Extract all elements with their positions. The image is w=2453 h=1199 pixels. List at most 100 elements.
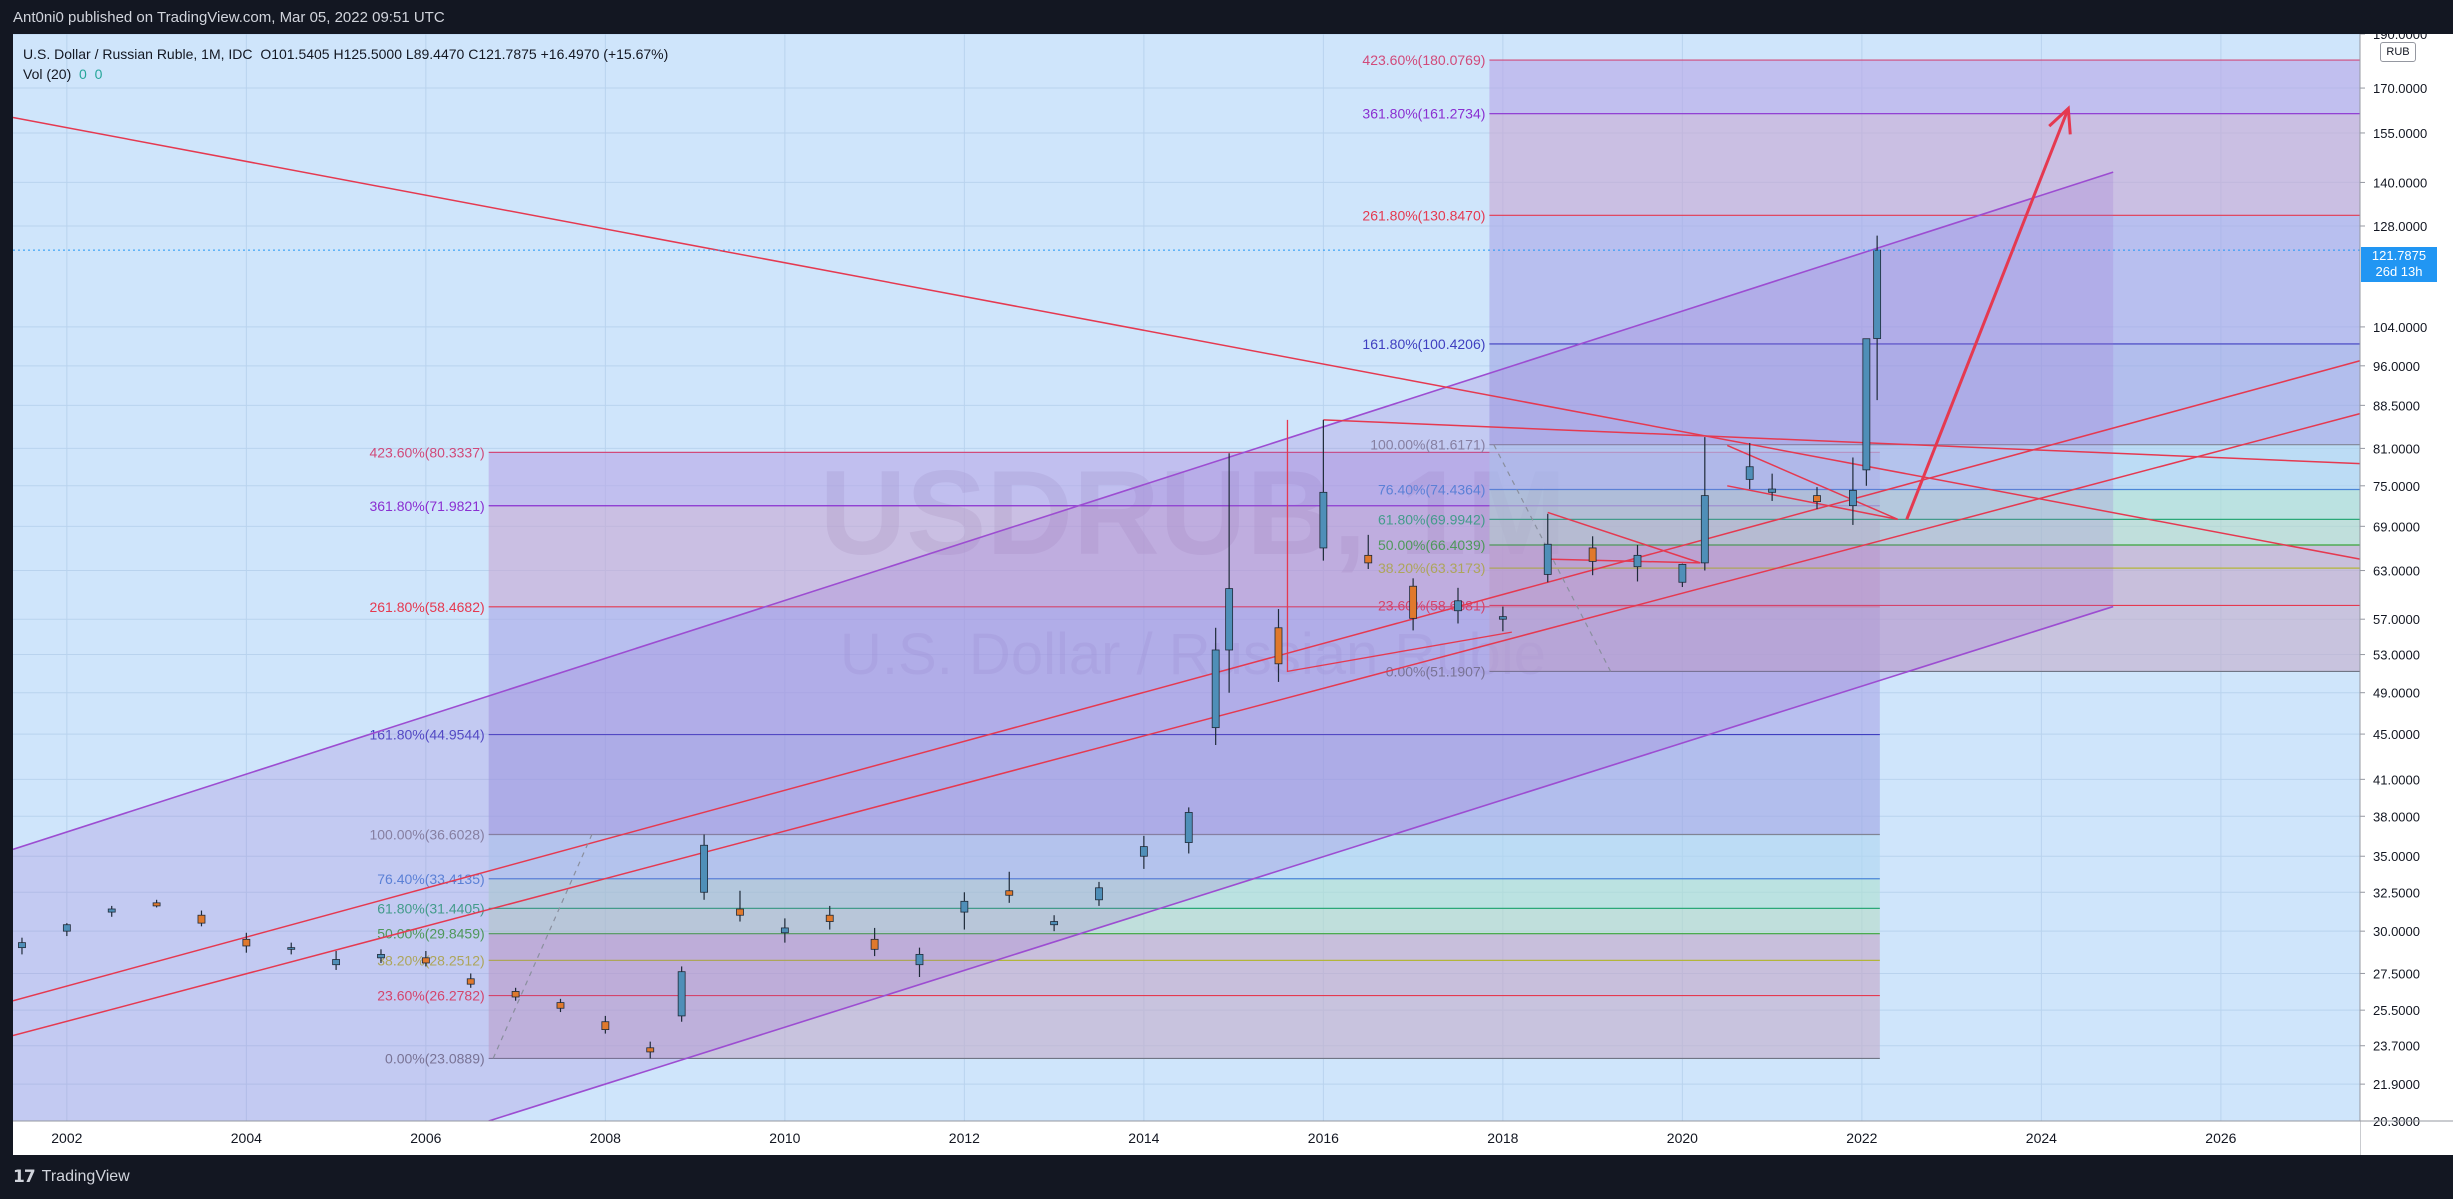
- candle-body[interactable]: [377, 953, 385, 959]
- candle-body[interactable]: [677, 971, 686, 1017]
- candle-body[interactable]: [1184, 812, 1193, 843]
- time-tick-label: 2026: [2205, 1130, 2236, 1146]
- candle-body[interactable]: [1498, 616, 1507, 620]
- candle-body[interactable]: [1005, 890, 1014, 896]
- candle-body[interactable]: [1139, 846, 1148, 857]
- fib-2-level-label: 100.00%(81.6171): [1370, 437, 1485, 453]
- time-tick-label: 2002: [51, 1130, 82, 1146]
- price-tick-label: 21.9000: [2373, 1077, 2420, 1092]
- trend-line[interactable]: [13, 412, 2361, 1037]
- candle-body[interactable]: [1364, 554, 1373, 564]
- time-tick-label: 2024: [2026, 1130, 2057, 1146]
- candle-body[interactable]: [870, 938, 879, 950]
- candle-body[interactable]: [1588, 547, 1597, 562]
- candle-body[interactable]: [1862, 338, 1871, 471]
- fib-1-level-label: 100.00%(36.6028): [369, 826, 484, 842]
- candle-body[interactable]: [1454, 600, 1462, 612]
- fib-1-zone: [488, 933, 1880, 961]
- legend-symbol[interactable]: U.S. Dollar / Russian Ruble, 1M, IDC: [23, 46, 253, 62]
- time-scale[interactable]: [13, 1121, 2360, 1155]
- candle-body[interactable]: [1700, 495, 1709, 564]
- candle-body[interactable]: [1319, 491, 1328, 549]
- fib-1-zone: [488, 878, 1880, 909]
- candle-body[interactable]: [332, 959, 341, 966]
- candle-body[interactable]: [1225, 588, 1234, 651]
- fib-2-level-label: 76.40%(74.4364): [1378, 481, 1485, 497]
- candle-body[interactable]: [780, 927, 789, 934]
- candle-body[interactable]: [421, 957, 430, 964]
- candle-body[interactable]: [1873, 249, 1882, 339]
- candle-body[interactable]: [152, 902, 161, 907]
- candle-body[interactable]: [915, 953, 924, 966]
- candle-body[interactable]: [107, 908, 116, 913]
- candle-body[interactable]: [1050, 921, 1059, 926]
- candle-body[interactable]: [1678, 564, 1687, 583]
- currency-unit-badge[interactable]: RUB: [2380, 42, 2416, 62]
- time-tick-label: 2010: [769, 1130, 800, 1146]
- candle-body[interactable]: [1543, 543, 1552, 575]
- candle-body[interactable]: [1633, 554, 1642, 568]
- time-tick-label: 2020: [1667, 1130, 1698, 1146]
- candle-body[interactable]: [825, 914, 834, 922]
- price-tick-label: 190.0000: [2373, 34, 2427, 42]
- candle-body[interactable]: [1768, 488, 1777, 493]
- pennant-drawing[interactable]: [1726, 444, 1899, 521]
- channel-lower-line[interactable]: [488, 605, 2114, 1122]
- candle-body[interactable]: [1095, 887, 1103, 901]
- brand-logo[interactable]: 17 TradingView: [13, 1167, 130, 1187]
- candle-body[interactable]: [1409, 585, 1418, 619]
- candle-body[interactable]: [1274, 627, 1283, 665]
- trend-line[interactable]: [13, 116, 2361, 560]
- candle-body[interactable]: [511, 991, 520, 998]
- candle-body[interactable]: [1745, 466, 1754, 480]
- fib-2-zone: [1489, 60, 2360, 114]
- current-price: 121.7875: [2371, 248, 2427, 263]
- candle-body[interactable]: [242, 938, 251, 947]
- triangle-drawing[interactable]: [1286, 419, 1512, 673]
- publish-header: Ant0ni0 published on TradingView.com, Ma…: [0, 0, 2453, 34]
- candle-body[interactable]: [197, 914, 206, 924]
- fib-1-zone: [488, 834, 1880, 879]
- fib-1-level-label: 423.60%(80.3337): [369, 444, 484, 460]
- chart-area[interactable]: USDRUB, 1MU.S. Dollar / Russian Ruble0.0…: [13, 34, 2453, 1155]
- price-tick-label: 69.0000: [2373, 519, 2420, 534]
- candle-body[interactable]: [556, 1002, 565, 1009]
- fib-2-zone: [1489, 215, 2360, 344]
- price-tick-label: 35.0000: [2373, 849, 2420, 864]
- time-tick-label: 2008: [590, 1130, 621, 1146]
- time-tick-label: 2022: [1846, 1130, 1877, 1146]
- candle-body[interactable]: [1813, 495, 1821, 503]
- price-tick-label: 140.0000: [2373, 175, 2427, 190]
- trend-line[interactable]: [13, 360, 2361, 1002]
- channel-upper-line[interactable]: [13, 171, 2114, 851]
- footer: 17 TradingView: [0, 1155, 2453, 1199]
- fib-2-level-label: 361.80%(161.2734): [1362, 106, 1485, 122]
- current-price-tag: 121.7875 26d 13h: [2361, 247, 2437, 282]
- fib-trend-guide: [492, 834, 593, 1059]
- legend-low: L89.4470: [405, 46, 465, 62]
- price-tick-label: 75.0000: [2373, 479, 2420, 494]
- candle-body[interactable]: [1211, 649, 1220, 729]
- candle-body[interactable]: [736, 908, 744, 916]
- fib-1-zone: [488, 960, 1880, 996]
- time-tick-label: 2018: [1487, 1130, 1518, 1146]
- fib-2-level-label: 61.80%(69.9942): [1378, 511, 1485, 527]
- candle-body[interactable]: [960, 900, 969, 913]
- price-chart[interactable]: USDRUB, 1MU.S. Dollar / Russian Ruble0.0…: [13, 34, 2453, 1155]
- candle-body[interactable]: [466, 978, 475, 985]
- legend-open: O101.5405: [260, 46, 330, 62]
- wedge-drawing[interactable]: [1547, 511, 1701, 564]
- price-scale[interactable]: [2360, 34, 2453, 1155]
- candle-body[interactable]: [646, 1047, 655, 1053]
- candle-body[interactable]: [700, 844, 708, 893]
- candle-body[interactable]: [18, 942, 26, 949]
- candle-body[interactable]: [62, 924, 71, 932]
- candle-body[interactable]: [601, 1021, 610, 1030]
- candle-body[interactable]: [1849, 489, 1857, 507]
- trend-line[interactable]: [1323, 419, 2361, 465]
- projection-arrow-shaft[interactable]: [1905, 107, 2070, 520]
- legend-volume-label[interactable]: Vol (20): [23, 66, 72, 82]
- tradingview-icon: 17: [13, 1167, 36, 1187]
- candle-body[interactable]: [287, 947, 296, 950]
- legend-high: H125.5000: [333, 46, 403, 62]
